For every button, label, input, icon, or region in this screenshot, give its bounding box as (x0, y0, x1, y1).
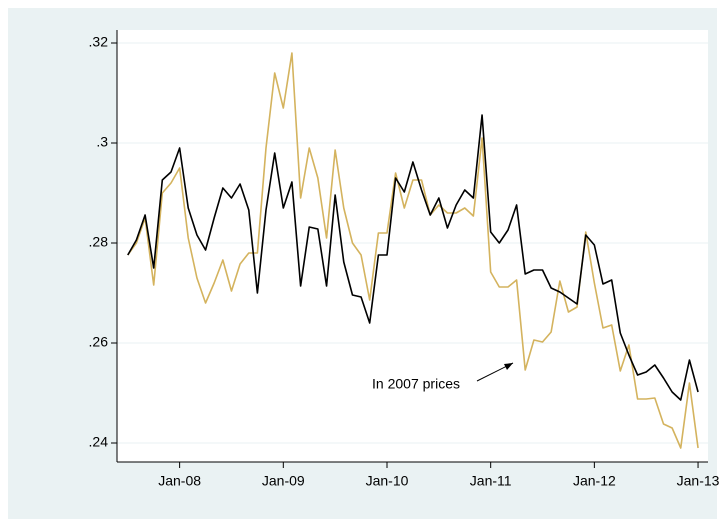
x-tick-label: Jan-09 (262, 473, 305, 489)
y-tick-label: .32 (89, 34, 109, 50)
y-tick-label: .24 (89, 434, 109, 450)
lines (127, 52, 699, 449)
annotation: In 2007 prices (372, 376, 460, 392)
x-tick-label: Jan-12 (573, 473, 616, 489)
x-tick-label: Jan-11 (470, 473, 512, 489)
series-line (127, 52, 699, 449)
grid (117, 42, 708, 444)
x-tick-label: Jan-10 (366, 473, 409, 489)
y-tick-label: .3 (96, 134, 108, 150)
y-tick-label: .28 (89, 234, 109, 250)
annotation-arrowhead (504, 363, 513, 370)
series-line (127, 114, 699, 401)
y-tick-label: .26 (89, 334, 109, 350)
x-tick-label: Jan-08 (158, 473, 201, 489)
x-tick-label: Jan-13 (677, 473, 720, 489)
plot-area (117, 30, 708, 462)
